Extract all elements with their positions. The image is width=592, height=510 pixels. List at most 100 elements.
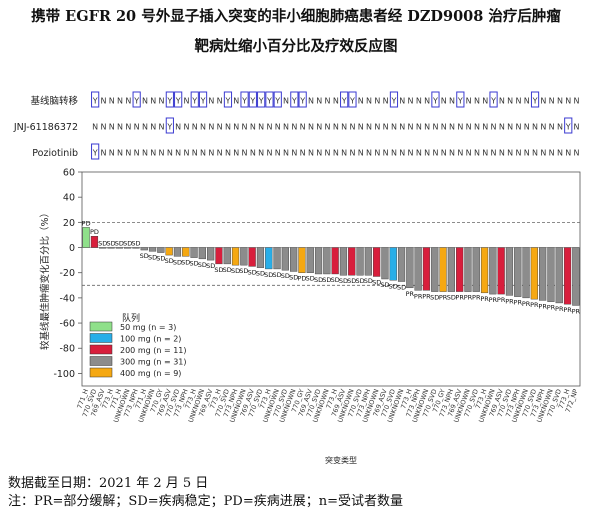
response-label: SD [148, 253, 157, 261]
chart-title-line1: 携带 EGFR 20 号外显子插入突变的非小细胞肺癌患者经 DZD9008 治疗… [31, 8, 561, 25]
bar [90, 235, 99, 248]
flag-no: N [250, 123, 256, 132]
flag-yes-box [340, 91, 349, 108]
bar [489, 247, 497, 295]
bar [248, 247, 256, 267]
flag-no: N [383, 149, 389, 158]
flag-no: N [183, 149, 189, 158]
bar [157, 247, 165, 253]
response-label: SD [156, 255, 165, 263]
flag-no: N [150, 123, 156, 132]
flag-yes: Y [225, 97, 231, 106]
response-label: PR [555, 305, 564, 313]
flag-no: N [416, 97, 422, 106]
bar [348, 247, 356, 276]
flag-no: N [233, 123, 239, 132]
response-label: SD [248, 268, 257, 276]
flag-no: N [266, 149, 272, 158]
response-label: SD [206, 262, 215, 270]
bar [572, 247, 580, 306]
response-label: SD [165, 257, 174, 265]
bar [99, 247, 107, 249]
flag-no: N [399, 123, 405, 132]
flag-no: N [316, 123, 322, 132]
flag-yes: Y [391, 97, 397, 106]
bar [364, 247, 372, 276]
flag-no: N [515, 123, 521, 132]
response-label: SD [123, 240, 132, 248]
flag-no: N [341, 149, 347, 158]
response-label: SD [289, 273, 298, 281]
response-label: SD [214, 266, 223, 274]
response-label: PR [422, 292, 431, 300]
flag-no: N [266, 123, 272, 132]
bar [140, 247, 148, 251]
response-label: SD [430, 294, 439, 302]
flag-yes: Y [291, 97, 297, 106]
response-label: PD [297, 275, 306, 283]
response-label: SD [115, 240, 124, 248]
bar [223, 247, 231, 265]
bar [190, 247, 198, 258]
flag-no: N [333, 97, 339, 106]
response-label: SD [397, 284, 406, 292]
response-label: SD [281, 272, 290, 280]
flag-yes-box [223, 91, 233, 108]
flag-no: N [549, 123, 555, 132]
flag-no: N [565, 97, 571, 106]
flag-no: N [283, 97, 289, 106]
flag-no: N [466, 123, 472, 132]
flag-yes: Y [565, 123, 571, 132]
response-label: SD [231, 267, 240, 275]
bar [472, 247, 480, 292]
response-label: SD [380, 281, 389, 289]
flag-no: N [349, 149, 355, 158]
abbreviation-note: 注：PR=部分缓解；SD=疾病稳定；PD=疾病进展；n=受试者数量 [8, 494, 403, 509]
flag-no: N [499, 123, 505, 132]
flag-no: N [117, 123, 123, 132]
flag-no: N [92, 123, 98, 132]
flag-no: N [159, 123, 165, 132]
flag-yes-box [265, 91, 274, 108]
bar [397, 247, 406, 282]
flag-no: N [283, 123, 289, 132]
bar [563, 247, 572, 305]
flag-row-label: JNJ-61186372 [13, 122, 78, 133]
flag-no: N [449, 149, 455, 158]
bar [406, 247, 414, 289]
flag-no: N [100, 149, 106, 158]
bar [107, 247, 115, 249]
response-label: PR [406, 290, 415, 298]
flag-yes: Y [532, 97, 538, 106]
flag-no: N [134, 149, 140, 158]
flag-no: N [316, 97, 322, 106]
flag-no: N [283, 149, 289, 158]
flag-no: N [200, 123, 206, 132]
flag-no: N [466, 149, 472, 158]
flag-no: N [383, 97, 389, 106]
flag-no: N [316, 149, 322, 158]
flag-no: N [449, 97, 455, 106]
flag-no: N [474, 123, 480, 132]
flag-yes-box [198, 91, 208, 108]
bar [339, 247, 348, 276]
bar [547, 247, 555, 302]
response-label: PR [505, 297, 514, 305]
flag-yes-box [564, 117, 573, 134]
flag-no: N [574, 123, 580, 132]
bar [356, 247, 364, 276]
flag-yes-box [530, 91, 540, 108]
flag-yes-box [257, 91, 266, 108]
y-tick-label: 60 [63, 168, 75, 179]
flag-no: N [532, 123, 538, 132]
flag-no: N [159, 97, 165, 106]
flag-no: N [291, 123, 297, 132]
legend-swatch [89, 321, 113, 332]
flag-no: N [499, 149, 505, 158]
flag-no: N [134, 123, 140, 132]
flag-no: N [424, 97, 430, 106]
bar [414, 247, 422, 291]
flag-no: N [325, 123, 331, 132]
flag-yes-box [489, 91, 498, 108]
flag-no: N [549, 97, 555, 106]
